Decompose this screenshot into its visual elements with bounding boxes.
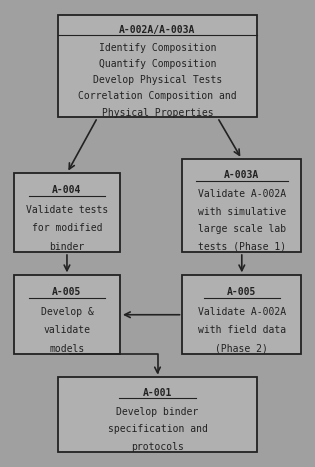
Bar	[182, 159, 301, 252]
Bar	[58, 15, 257, 117]
Text: Correlation Composition and: Correlation Composition and	[78, 92, 237, 101]
Text: Identify Composition: Identify Composition	[99, 43, 216, 53]
Text: A-005: A-005	[52, 287, 82, 297]
Text: (Phase 2): (Phase 2)	[215, 344, 268, 354]
Text: A-004: A-004	[52, 184, 82, 195]
Text: specification and: specification and	[107, 424, 208, 434]
Text: Validate tests: Validate tests	[26, 205, 108, 215]
Text: Develop binder: Develop binder	[116, 407, 199, 417]
Bar	[58, 377, 257, 452]
Text: large scale lab: large scale lab	[198, 224, 286, 234]
Text: A-002A/A-003A: A-002A/A-003A	[119, 25, 196, 35]
Text: A-005: A-005	[227, 287, 256, 297]
Text: binder: binder	[49, 241, 85, 252]
Text: for modified: for modified	[32, 223, 102, 233]
Text: Develop Physical Tests: Develop Physical Tests	[93, 75, 222, 85]
Text: Develop &: Develop &	[41, 307, 93, 317]
Text: with field data: with field data	[198, 325, 286, 335]
Text: validate: validate	[43, 325, 90, 335]
Text: Quantify Composition: Quantify Composition	[99, 59, 216, 69]
Text: A-003A: A-003A	[224, 170, 260, 180]
Text: Validate A-002A: Validate A-002A	[198, 189, 286, 199]
Bar	[182, 275, 301, 354]
Text: protocols: protocols	[131, 441, 184, 452]
Text: Physical Properties: Physical Properties	[102, 107, 213, 118]
Text: tests (Phase 1): tests (Phase 1)	[198, 242, 286, 252]
Bar	[14, 173, 120, 252]
Bar	[14, 275, 120, 354]
Text: models: models	[49, 344, 85, 354]
Text: with simulative: with simulative	[198, 207, 286, 217]
Text: Validate A-002A: Validate A-002A	[198, 307, 286, 317]
Text: A-001: A-001	[143, 388, 172, 398]
